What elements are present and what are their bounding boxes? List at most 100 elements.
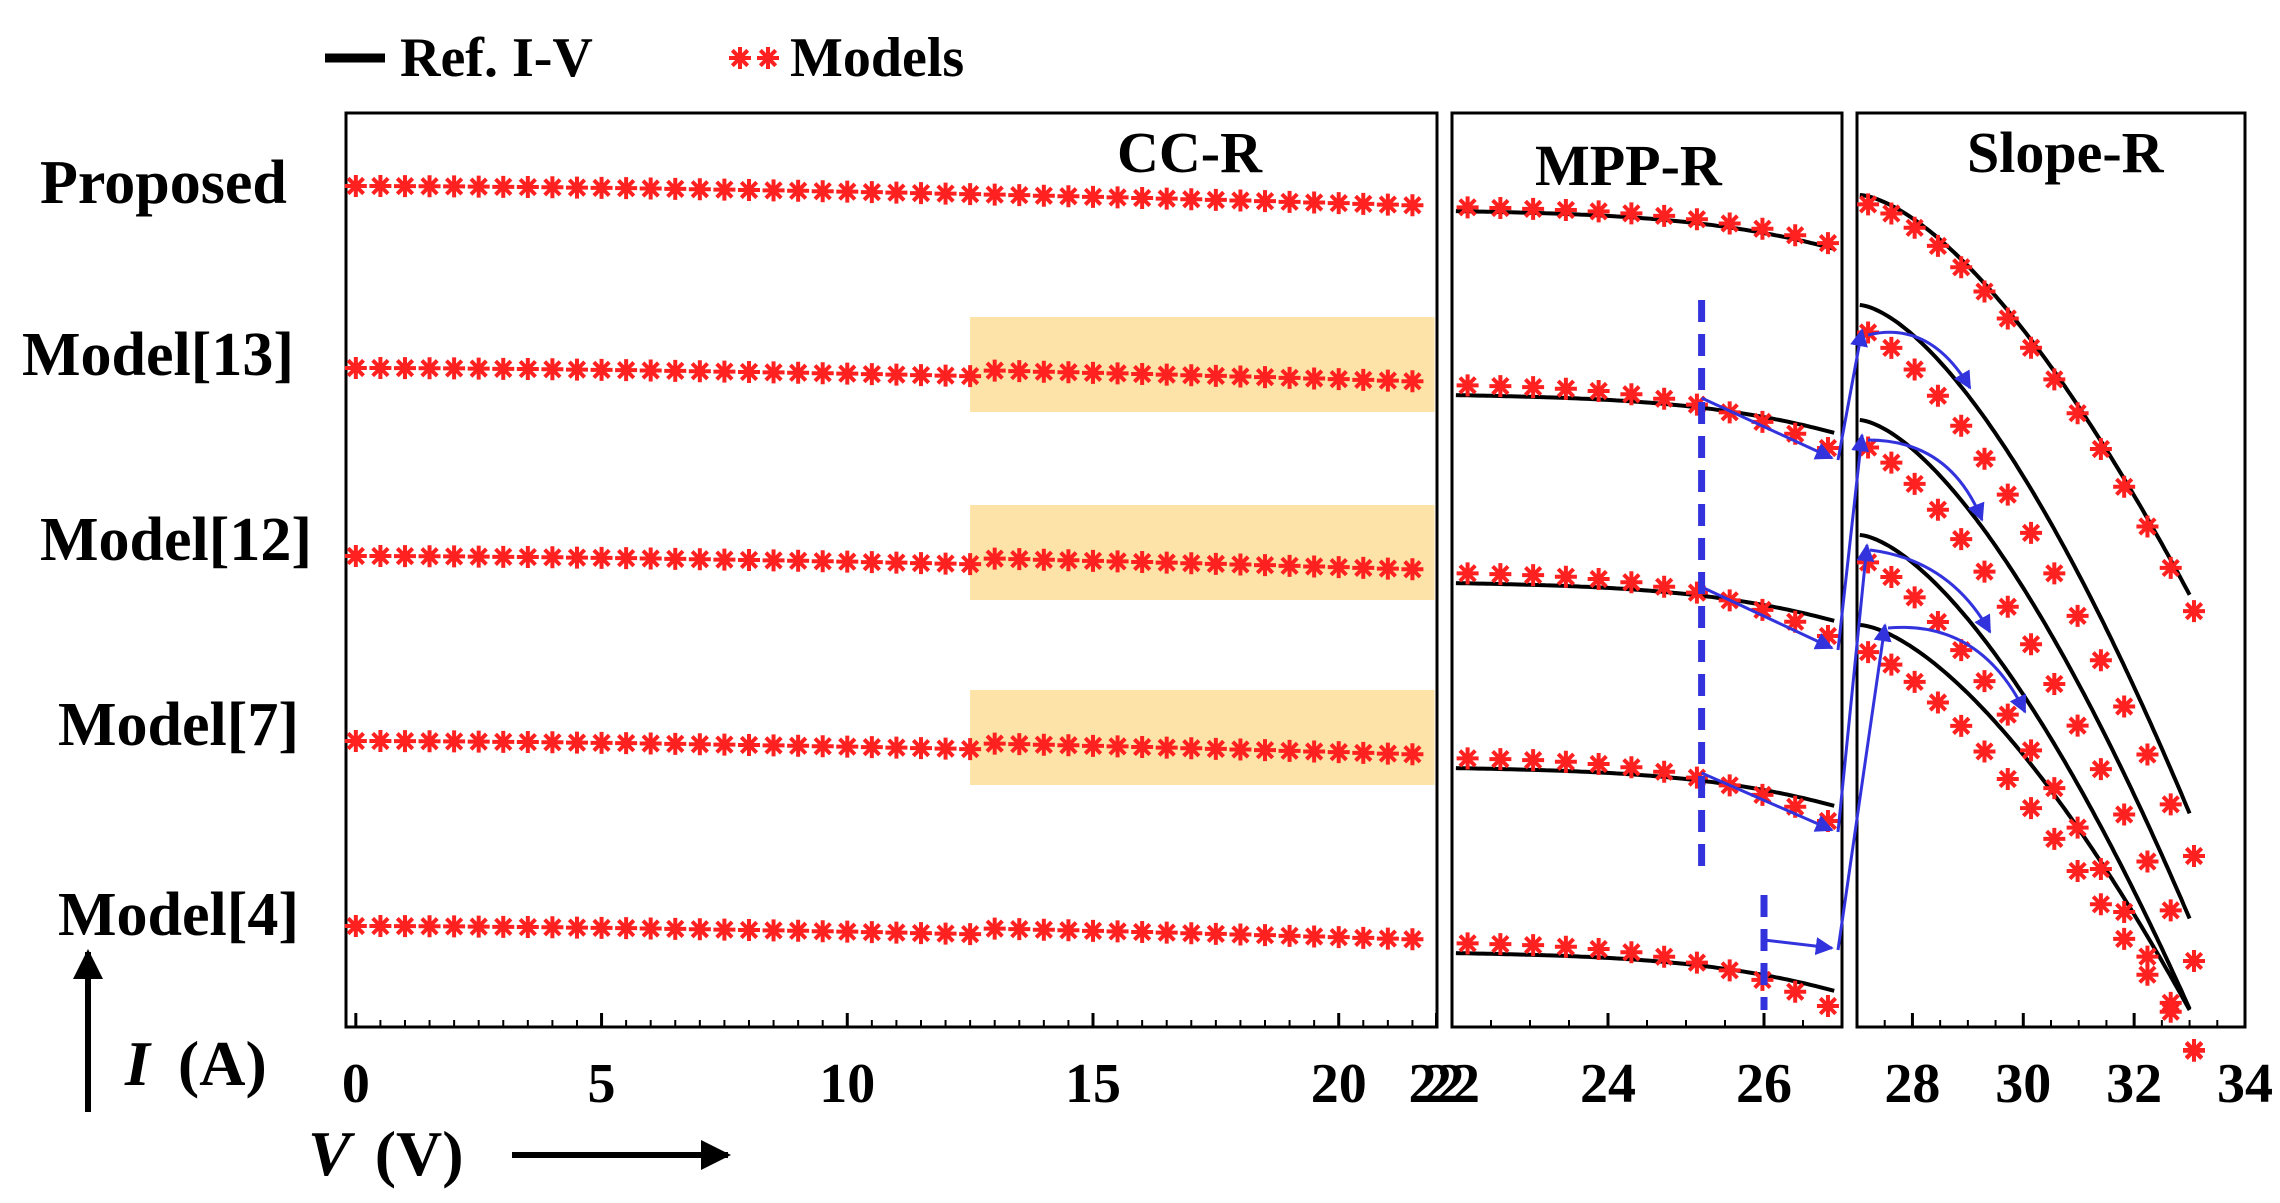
marker-proposed bbox=[369, 175, 392, 198]
ref-curve-model-7-mpp bbox=[1455, 766, 1835, 808]
marker-model-7 bbox=[418, 730, 441, 753]
marker-model-7 bbox=[1751, 783, 1774, 806]
marker-proposed bbox=[959, 183, 982, 206]
marker-proposed bbox=[1685, 208, 1708, 231]
marker-model-12 bbox=[1327, 556, 1350, 579]
marker-model-4 bbox=[983, 917, 1006, 940]
marker-model-13 bbox=[2089, 649, 2112, 672]
marker-model-12 bbox=[418, 545, 441, 568]
marker-model-12 bbox=[443, 545, 466, 568]
marker-proposed bbox=[1204, 188, 1227, 211]
marker-model-4 bbox=[1303, 925, 1326, 948]
marker-model-12 bbox=[639, 547, 662, 570]
marker-model-13 bbox=[737, 360, 760, 383]
marker-model-12 bbox=[492, 545, 515, 568]
marker-model-12 bbox=[1620, 571, 1643, 594]
marker-model-4 bbox=[1327, 926, 1350, 949]
highlight-band bbox=[970, 690, 1435, 785]
marker-proposed bbox=[1653, 204, 1676, 227]
marker-model-4 bbox=[516, 916, 539, 939]
marker-model-12 bbox=[516, 546, 539, 569]
marker-proposed bbox=[1489, 197, 1512, 220]
marker-model-4 bbox=[1131, 921, 1154, 944]
marker-proposed bbox=[885, 181, 908, 204]
marker-proposed bbox=[762, 179, 785, 202]
marker-model-12 bbox=[2183, 949, 2206, 972]
marker-proposed bbox=[2043, 368, 2066, 391]
marker-proposed bbox=[1229, 189, 1252, 212]
marker-model-4 bbox=[1204, 922, 1227, 945]
marker-proposed bbox=[1106, 186, 1129, 209]
marker-model-13 bbox=[2136, 743, 2159, 766]
marker-model-4 bbox=[565, 916, 588, 939]
marker-proposed bbox=[1008, 184, 1031, 207]
marker-model-13 bbox=[983, 359, 1006, 382]
marker-model-7 bbox=[2020, 739, 2043, 762]
marker-model-7 bbox=[1554, 750, 1577, 773]
marker-model-4 bbox=[1973, 740, 1996, 763]
marker-model-12 bbox=[1522, 564, 1545, 587]
marker-model-12 bbox=[2159, 899, 2182, 922]
marker-model-12 bbox=[2089, 758, 2112, 781]
x-tick-label: 24 bbox=[1580, 1053, 1636, 1115]
legend-ref-label: Ref. I-V bbox=[400, 27, 593, 89]
marker-model-13 bbox=[1587, 380, 1610, 403]
marker-model-4 bbox=[1376, 927, 1399, 950]
marker-proposed bbox=[1303, 191, 1326, 214]
marker-model-12 bbox=[1685, 581, 1708, 604]
marker-model-7 bbox=[1278, 739, 1301, 762]
marker-proposed bbox=[860, 181, 883, 204]
ref-curve-proposed-mpp bbox=[1455, 209, 1835, 251]
marker-model-4 bbox=[2043, 827, 2066, 850]
marker-model-13 bbox=[1303, 367, 1326, 390]
marker-model-12 bbox=[1751, 598, 1774, 621]
marker-model-13 bbox=[2183, 845, 2206, 868]
highlight-band bbox=[970, 505, 1435, 600]
marker-model-12 bbox=[737, 548, 760, 571]
marker-model-13 bbox=[1903, 358, 1926, 381]
marker-proposed bbox=[1880, 202, 1903, 225]
marker-model-13 bbox=[2113, 695, 2136, 718]
marker-proposed bbox=[2020, 336, 2043, 359]
marker-model-12 bbox=[541, 546, 564, 569]
marker-proposed bbox=[590, 176, 613, 199]
series-label-proposed: Proposed bbox=[40, 149, 287, 217]
marker-model-4 bbox=[1620, 941, 1643, 964]
marker-model-4 bbox=[1718, 959, 1741, 982]
marker-proposed bbox=[713, 178, 736, 201]
marker-model-4 bbox=[1903, 670, 1926, 693]
marker-model-7 bbox=[860, 736, 883, 759]
marker-model-7 bbox=[516, 731, 539, 754]
marker-model-12 bbox=[1229, 553, 1252, 576]
marker-model-7 bbox=[2113, 900, 2136, 923]
marker-model-4 bbox=[1401, 928, 1424, 951]
legend: Ref. I-V Models bbox=[325, 27, 964, 89]
marker-model-4 bbox=[1032, 918, 1055, 941]
marker-proposed bbox=[492, 175, 515, 198]
marker-model-12 bbox=[1254, 554, 1276, 577]
marker-model-12 bbox=[1554, 565, 1577, 588]
marker-model-12 bbox=[369, 545, 392, 568]
marker-proposed bbox=[934, 182, 957, 205]
x-tick-label: 10 bbox=[819, 1053, 875, 1115]
marker-model-4 bbox=[1254, 924, 1276, 947]
marker-proposed bbox=[787, 179, 810, 202]
marker-model-12 bbox=[1376, 557, 1399, 580]
marker-model-12 bbox=[2066, 714, 2089, 737]
legend-models-label: Models bbox=[790, 27, 964, 89]
marker-model-12 bbox=[1587, 568, 1610, 591]
marker-proposed bbox=[1816, 232, 1839, 255]
marker-model-13 bbox=[1926, 384, 1949, 407]
marker-model-12 bbox=[787, 549, 810, 572]
marker-model-4 bbox=[2066, 859, 2089, 882]
marker-model-13 bbox=[1376, 369, 1399, 392]
panel-title-cc-r: CC-R bbox=[1117, 120, 1263, 185]
marker-model-12 bbox=[615, 547, 638, 570]
marker-proposed bbox=[2066, 402, 2089, 425]
marker-model-7 bbox=[959, 738, 982, 761]
marker-model-13 bbox=[2159, 793, 2182, 816]
marker-model-12 bbox=[1973, 560, 1996, 583]
marker-proposed bbox=[983, 183, 1006, 206]
